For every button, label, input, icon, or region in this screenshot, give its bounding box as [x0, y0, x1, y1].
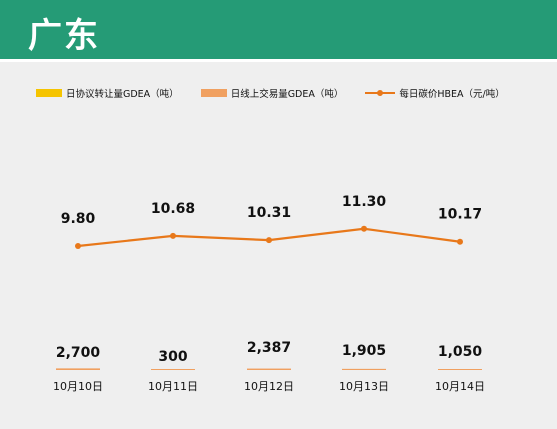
legend-label-carbon-price: 每日碳价HBEA（元/吨）	[399, 89, 505, 100]
x-tick-label-10-14: 10月14日	[435, 380, 485, 393]
legend-item-carbon-price: 每日碳价HBEA（元/吨）	[365, 86, 505, 100]
x-tick-label-10-10: 10月10日	[53, 380, 103, 393]
legend-label-online-volume: 日线上交易量GDEA（吨）	[230, 89, 344, 100]
x-tick-label-10-11: 10月11日	[148, 380, 198, 393]
price-point-10-10	[75, 243, 81, 249]
volume-label-10-12: 2,387	[247, 340, 291, 356]
price-label-10-13: 11.30	[342, 194, 387, 210]
price-point-10-11	[170, 232, 176, 239]
volume-bar-10-12	[247, 368, 291, 370]
volume-bar-10-11	[151, 369, 195, 370]
volume-label-10-14: 1,050	[438, 344, 483, 360]
price-point-10-14	[457, 238, 463, 245]
x-tick-label-10-13: 10月13日	[339, 380, 389, 393]
volume-label-10-13: 1,905	[342, 343, 386, 359]
volume-label-10-11: 300	[158, 349, 187, 365]
chart-legend: 日协议转让量GDEA（吨） 日线上交易量GDEA（吨） 每日碳价HBEA（元/吨…	[36, 86, 527, 100]
x-tick-label-10-12: 10月12日	[244, 380, 294, 393]
legend-swatch-online-volume	[200, 89, 227, 97]
legend-line-carbon-price	[365, 88, 396, 98]
price-label-10-10: 9.80	[61, 211, 96, 227]
legend-swatch-agreement-volume	[36, 89, 62, 97]
legend-item-online-volume: 日线上交易量GDEA（吨）	[200, 86, 344, 100]
price-point-10-13	[361, 225, 367, 232]
price-label-10-12: 10.31	[247, 205, 291, 221]
volume-bar-10-14	[438, 369, 482, 370]
volume-label-10-10: 2,700	[56, 345, 101, 361]
page-title: 广东	[28, 16, 100, 56]
volume-bar-10-13	[342, 368, 386, 370]
price-label-10-14: 10.17	[438, 207, 482, 223]
price-label-10-11: 10.68	[151, 201, 195, 217]
price-point-10-12	[266, 237, 272, 244]
title-banner: 广东	[0, 0, 557, 62]
legend-label-agreement-volume: 日协议转让量GDEA（吨）	[66, 89, 179, 100]
volume-bar-10-10	[56, 368, 100, 370]
legend-item-agreement-volume: 日协议转让量GDEA（吨）	[36, 86, 179, 100]
